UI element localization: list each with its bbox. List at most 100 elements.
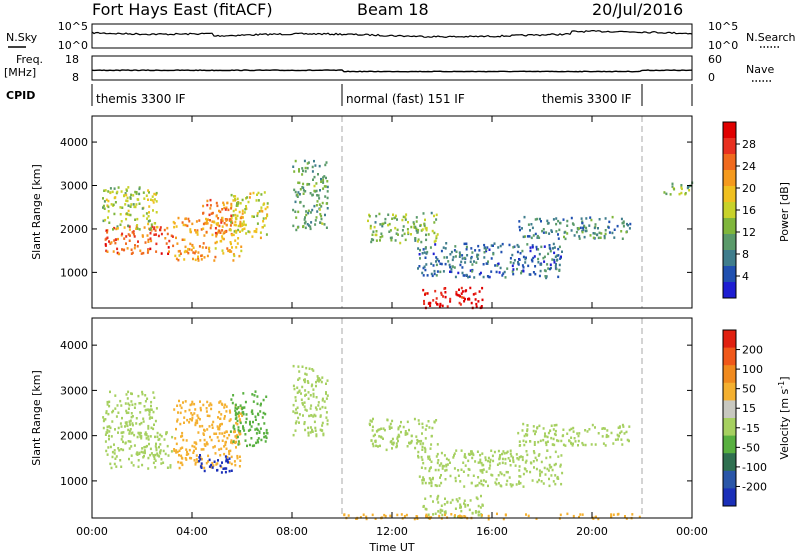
velocity-colorbar-swatch-3 — [723, 382, 736, 401]
echo-cell-10 — [551, 443, 554, 446]
echo-cell-2 — [238, 455, 241, 458]
echo-cell-6 — [416, 240, 419, 243]
echo-cell-3 — [224, 218, 227, 221]
echo-cell-1 — [128, 403, 131, 407]
echo-cell-4 — [264, 435, 267, 438]
echo-cell-9 — [566, 232, 569, 235]
echo-cell-10 — [542, 427, 545, 430]
echo-cell-4 — [241, 406, 244, 409]
echo-cell-7 — [471, 251, 474, 254]
echo-cell-2 — [187, 452, 190, 456]
echo-cell-6 — [397, 426, 400, 429]
echo-cell-7 — [480, 479, 483, 483]
echo-cell-2 — [242, 216, 244, 219]
echo-cell-8 — [463, 300, 466, 303]
echo-cell-0 — [128, 239, 131, 242]
echo-cell-2 — [185, 453, 188, 456]
echo-cell-0 — [104, 238, 107, 241]
echo-cell-5 — [324, 213, 326, 217]
echo-cell-4 — [230, 202, 233, 206]
echo-cell-4 — [255, 230, 258, 234]
echo-cell-7 — [454, 275, 457, 279]
echo-cell-7 — [521, 249, 524, 253]
echo-cell-6 — [374, 439, 377, 443]
echo-cell-1 — [104, 433, 107, 436]
echo-cell-7 — [487, 260, 489, 263]
echo-cell-2 — [208, 246, 211, 250]
echo-cell-5 — [323, 400, 326, 403]
echo-cell-10 — [617, 435, 620, 438]
echo-cell-6 — [415, 216, 418, 219]
echo-cell-4 — [253, 394, 256, 397]
echo-cell-0 — [154, 229, 157, 232]
echo-cell-1 — [152, 410, 155, 414]
echo-cell-7 — [507, 457, 510, 460]
echo-cell-9 — [528, 235, 531, 238]
echo-cell-9 — [504, 513, 507, 517]
echo-cell-2 — [231, 246, 233, 249]
echo-cell-7 — [465, 242, 468, 245]
echo-cell-7 — [466, 254, 469, 257]
echo-cell-6 — [384, 221, 387, 224]
echo-cell-7 — [548, 244, 551, 247]
echo-cell-6 — [420, 229, 423, 232]
echo-cell-5 — [294, 396, 297, 399]
echo-cell-2 — [190, 457, 193, 460]
echo-cell-10 — [612, 442, 615, 445]
echo-cell-0 — [160, 462, 163, 465]
echo-cell-1 — [155, 200, 158, 203]
echo-cell-0 — [158, 455, 161, 458]
echo-cell-8 — [439, 302, 442, 306]
echo-cell-7 — [441, 464, 444, 468]
echo-cell-1 — [117, 426, 120, 430]
echo-cell-4 — [230, 193, 233, 197]
echo-cell-5 — [315, 434, 318, 438]
echo-cell-2 — [199, 408, 202, 412]
echo-cell-7 — [457, 469, 460, 472]
echo-cell-6 — [375, 230, 378, 233]
echo-cell-7 — [481, 471, 484, 474]
echo-cell-2 — [191, 244, 194, 247]
echo-cell-1 — [109, 187, 112, 190]
echo-cell-7 — [506, 267, 509, 270]
echo-cell-5 — [314, 426, 317, 430]
echo-cell-2 — [178, 254, 181, 257]
echo-cell-6 — [407, 231, 410, 234]
echo-cell-8 — [432, 500, 434, 503]
echo-cell-2 — [194, 461, 197, 465]
echo-cell-5 — [324, 163, 327, 167]
echo-cell-7 — [419, 257, 421, 260]
echo-cell-5 — [322, 176, 325, 179]
echo-cell-2 — [219, 417, 222, 420]
echo-cell-4 — [254, 428, 257, 431]
echo-cell-1 — [135, 422, 138, 425]
echo-cell-4 — [235, 416, 238, 419]
echo-cell-5 — [309, 225, 312, 228]
echo-cell-6 — [396, 435, 399, 439]
echo-cell-1 — [107, 210, 110, 213]
echo-cell-0 — [162, 461, 165, 464]
echo-cell-7 — [428, 477, 431, 480]
echo-cell-5 — [321, 201, 324, 205]
echo-cell-0 — [117, 237, 119, 241]
echo-cell-9 — [638, 515, 641, 519]
echo-cell-4 — [247, 230, 250, 233]
echo-cell-0 — [144, 241, 147, 244]
echo-cell-8 — [460, 509, 463, 513]
echo-cell-8 — [444, 295, 447, 299]
nave-label: Nave — [746, 63, 774, 76]
echo-cell-2 — [181, 238, 184, 241]
echo-cell-6 — [402, 225, 405, 228]
echo-cell-7 — [439, 270, 442, 274]
echo-cell-5 — [313, 189, 316, 193]
echo-cell-1 — [149, 228, 151, 231]
echo-cell-6 — [378, 435, 381, 438]
echo-cell-1 — [147, 424, 150, 428]
echo-cell-9 — [530, 223, 533, 226]
echo-cell-1 — [134, 190, 137, 194]
echo-cell-9 — [518, 220, 521, 223]
echo-cell-1 — [103, 207, 106, 210]
echo-cell-2 — [219, 400, 222, 403]
echo-cell-4 — [249, 420, 251, 424]
echo-cell-1 — [149, 198, 152, 201]
